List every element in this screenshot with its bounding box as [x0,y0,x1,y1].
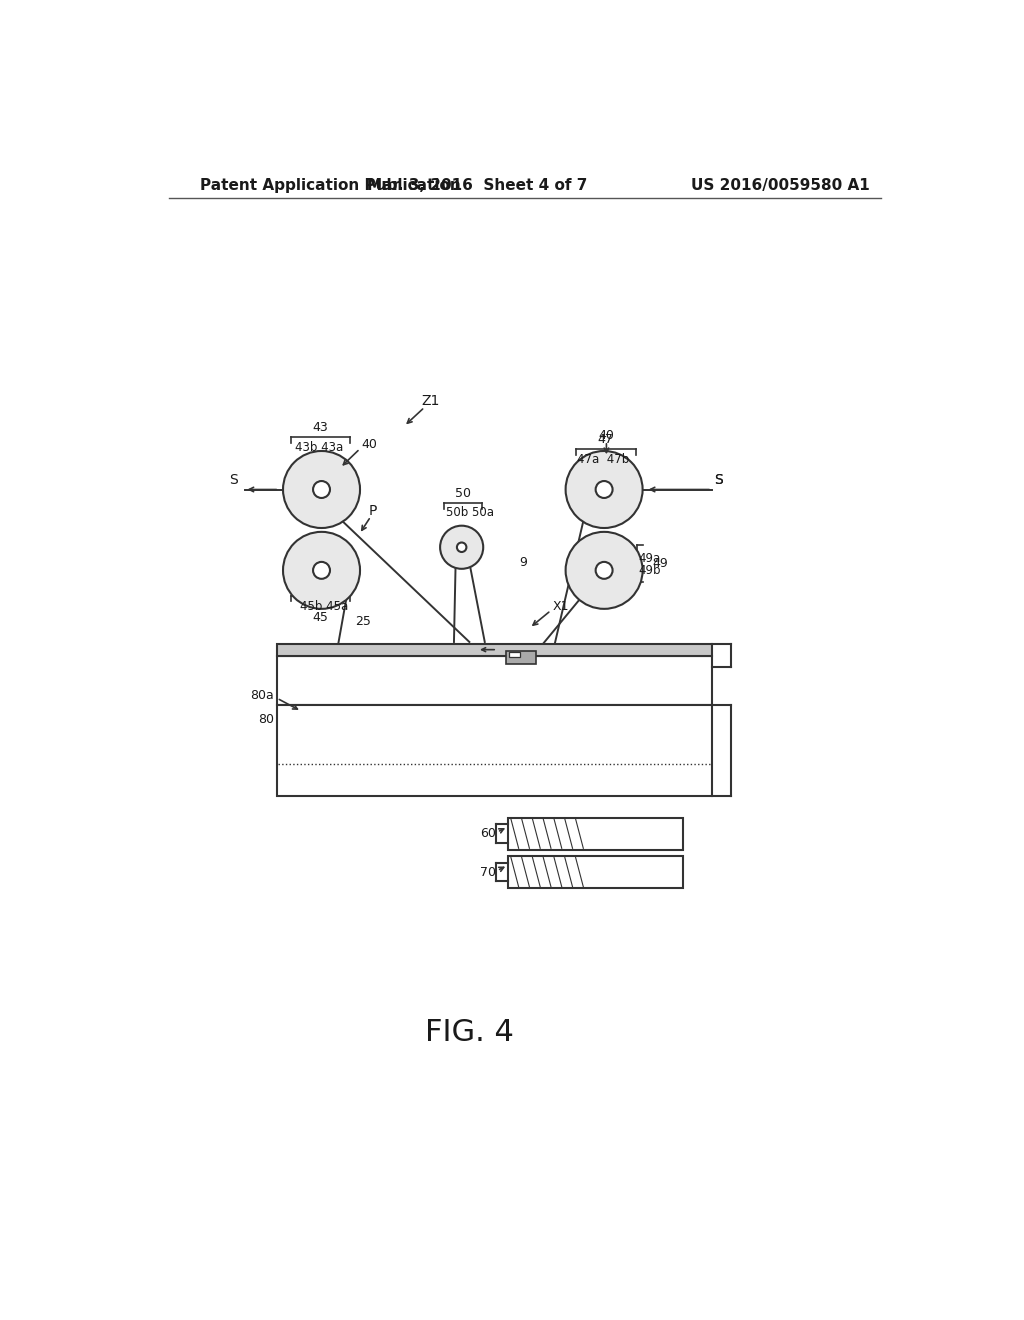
Text: 60: 60 [479,828,496,841]
Text: 45: 45 [312,611,328,624]
Bar [508,857,683,888]
Text: Patent Application Publication: Patent Application Publication [200,178,461,193]
Circle shape [457,543,466,552]
Circle shape [283,451,360,528]
Text: 49: 49 [652,557,669,570]
Text: 47: 47 [598,433,613,446]
Text: 49b: 49b [639,564,662,577]
Text: Z1: Z1 [422,393,440,408]
Text: S: S [714,474,723,487]
Bar [276,705,712,796]
Text: 70: 70 [479,866,496,879]
Circle shape [596,562,612,579]
Circle shape [565,451,643,528]
Bar [276,644,712,656]
Text: FIG. 4: FIG. 4 [425,1018,514,1047]
Text: 45b 45a: 45b 45a [300,601,348,612]
Bar [508,817,683,850]
Text: 9: 9 [519,556,527,569]
Circle shape [440,525,483,569]
Text: 40: 40 [361,438,378,451]
Circle shape [313,480,330,498]
Text: 47a  47b: 47a 47b [578,453,630,466]
Circle shape [313,562,330,579]
Circle shape [596,480,612,498]
Bar [509,652,520,657]
Text: 40: 40 [598,429,614,442]
Text: US 2016/0059580 A1: US 2016/0059580 A1 [691,178,869,193]
Text: 50: 50 [456,487,471,500]
Text: 49a: 49a [639,552,662,565]
Text: 80a: 80a [250,689,273,702]
Text: Mar. 3, 2016  Sheet 4 of 7: Mar. 3, 2016 Sheet 4 of 7 [367,178,587,193]
Text: 50b 50a: 50b 50a [446,506,495,519]
Bar [276,656,712,705]
Text: 43: 43 [312,421,328,434]
Text: 25: 25 [355,615,371,628]
Text: P: P [369,504,377,517]
Text: S: S [229,474,239,487]
Text: 80: 80 [258,713,273,726]
Text: X1: X1 [553,601,569,612]
Text: S: S [714,474,723,487]
Circle shape [283,532,360,609]
Text: 43b 43a: 43b 43a [295,441,344,454]
Circle shape [565,532,643,609]
Bar [506,651,536,664]
